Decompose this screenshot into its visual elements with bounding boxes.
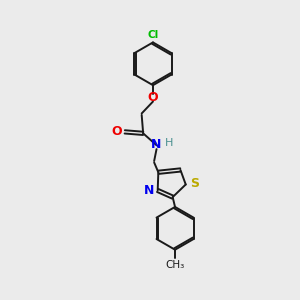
Text: O: O — [148, 91, 158, 104]
Text: N: N — [152, 138, 162, 151]
Text: O: O — [112, 125, 122, 138]
Text: N: N — [144, 184, 155, 197]
Text: Cl: Cl — [147, 30, 159, 40]
Text: CH₃: CH₃ — [165, 260, 185, 270]
Text: H: H — [165, 138, 173, 148]
Text: S: S — [190, 177, 199, 190]
